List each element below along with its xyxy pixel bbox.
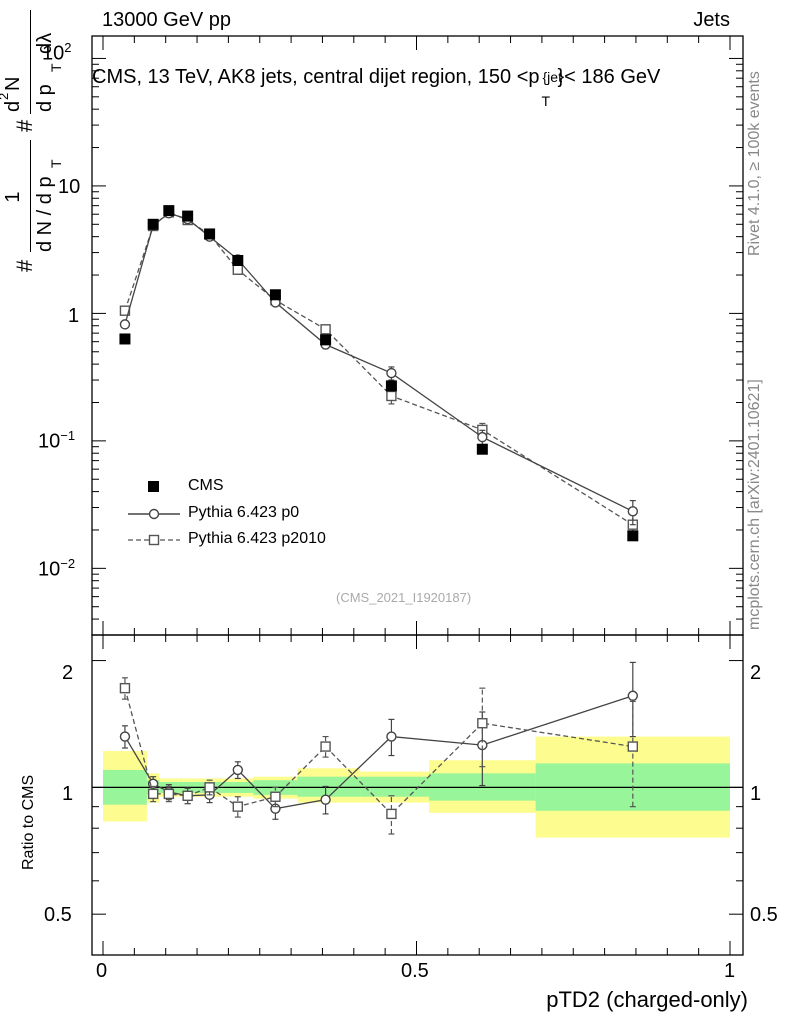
y-tick-label-100: 102 [42,40,72,65]
ratio-y-tick-label-2-right: 2 [750,662,762,684]
main-p0-point [386,367,397,379]
x-axis-label: pTD2 (charged-only) [546,987,748,1012]
ratio-p2010-point [627,741,639,752]
main-cms-point [182,210,194,222]
main-cms-point [320,334,332,346]
legend-cms-marker [148,481,159,492]
plot-title-sup: {jet [542,69,562,85]
y-axis-label-num2: d [2,100,24,112]
plot-title-left: CMS, 13 TeV, AK8 jets, central dijet reg… [92,66,540,88]
main-cms-point [204,228,216,240]
x-tick-label-0p5: 0.5 [401,960,429,982]
rivet-label: Rivet 4.1.0, ≥ 100k events [746,71,763,256]
ratio-p2010-point [320,741,331,752]
y-axis-label-den2: d p [34,84,56,112]
legend-p2010-marker [148,534,160,546]
y-axis-label-den1: d N / d p [34,176,56,252]
main-p0-point [119,319,131,330]
ratio-y-axis-label: Ratio to CMS [20,774,37,870]
ratio-p0-point [386,731,397,742]
ratio-p2010-point [270,791,281,802]
ratio-p2010-point [147,788,159,800]
main-cms-point [232,254,244,266]
legend-label-cms: CMS [188,477,224,494]
plot-title: CMS, 13 TeV, AK8 jets, central dijet reg… [92,66,782,106]
main-p0-point [627,506,639,517]
legend-label-p2010: Pythia 6.423 p2010 [188,530,326,547]
header-left: 13000 GeV pp [102,9,231,31]
main-p0-point [477,431,488,443]
main-cms-point [119,333,131,345]
ratio-p2010-point [119,682,131,694]
analysis-tag: (CMS_2021_I1920187) [336,590,472,605]
main-cms-point [269,289,281,301]
ratio-p2010-point [163,788,175,800]
header-right: Jets [693,9,730,31]
x-tick-label-0: 0 [96,960,108,982]
y-axis-label-num2b: N [2,76,24,91]
y-tick-label-0p1: 10−1 [38,428,76,453]
ratio-p0-point [232,764,244,776]
y-axis-label-hash2: # [12,119,37,132]
mcplots-label: mcplots.cern.ch [arXiv:2401.10621] [746,379,763,630]
x-tick-label-1: 1 [724,960,736,982]
main-cms-point [163,205,175,217]
y-axis-label-hash1: # [12,259,37,272]
plot-title-sub: T [541,93,551,106]
ratio-frame [91,634,744,956]
ratio-p0-point [119,731,131,742]
legend-p0-marker [148,508,160,520]
ratio-y-tick-label-0p5-right: 0.5 [750,904,778,926]
main-cms-point [627,530,639,542]
axis-ticks [92,36,743,956]
y-axis-label-sup2: 2 [0,93,11,100]
ratio-p2010-point [232,801,244,812]
ratio-y-tick-label-2-left: 2 [62,662,74,684]
ratio-p2010-point [204,782,215,793]
y-axis-label-num1: 1 [2,191,24,203]
ratio-p2010-point [182,790,193,801]
ratio-band-inner-8 [360,776,430,797]
main-p0-line [124,212,634,512]
ratio-p2010-point [386,808,397,820]
ratio-p2010-point [477,718,488,729]
ratio-p0-point [627,690,639,701]
y-axis-label-sub1: T [48,159,64,168]
main-p2010-point [320,324,331,335]
main-p2010-point [232,264,244,275]
legend [128,481,180,546]
ratio-y-tick-label-1-left: 1 [62,783,74,805]
ratio-y-tick-label-1-right: 1 [750,783,762,805]
y-tick-label-1: 1 [68,305,80,327]
data-series [119,205,639,835]
y-tick-label-10: 10 [58,176,81,198]
legend-label-p0: Pythia 6.423 p0 [188,504,300,521]
main-cms-point [147,218,159,230]
plot-title-right: }< 186 GeV [557,66,661,88]
main-cms-point [385,380,397,392]
y-tick-label-0p01: 10−2 [38,556,76,581]
ratio-y-tick-label-0p5-left: 0.5 [44,904,72,926]
main-p2010-point [386,390,397,402]
ratio-band-inner-7 [297,776,361,797]
ratio-p0-point [320,794,331,805]
main-cms-point [476,443,488,455]
